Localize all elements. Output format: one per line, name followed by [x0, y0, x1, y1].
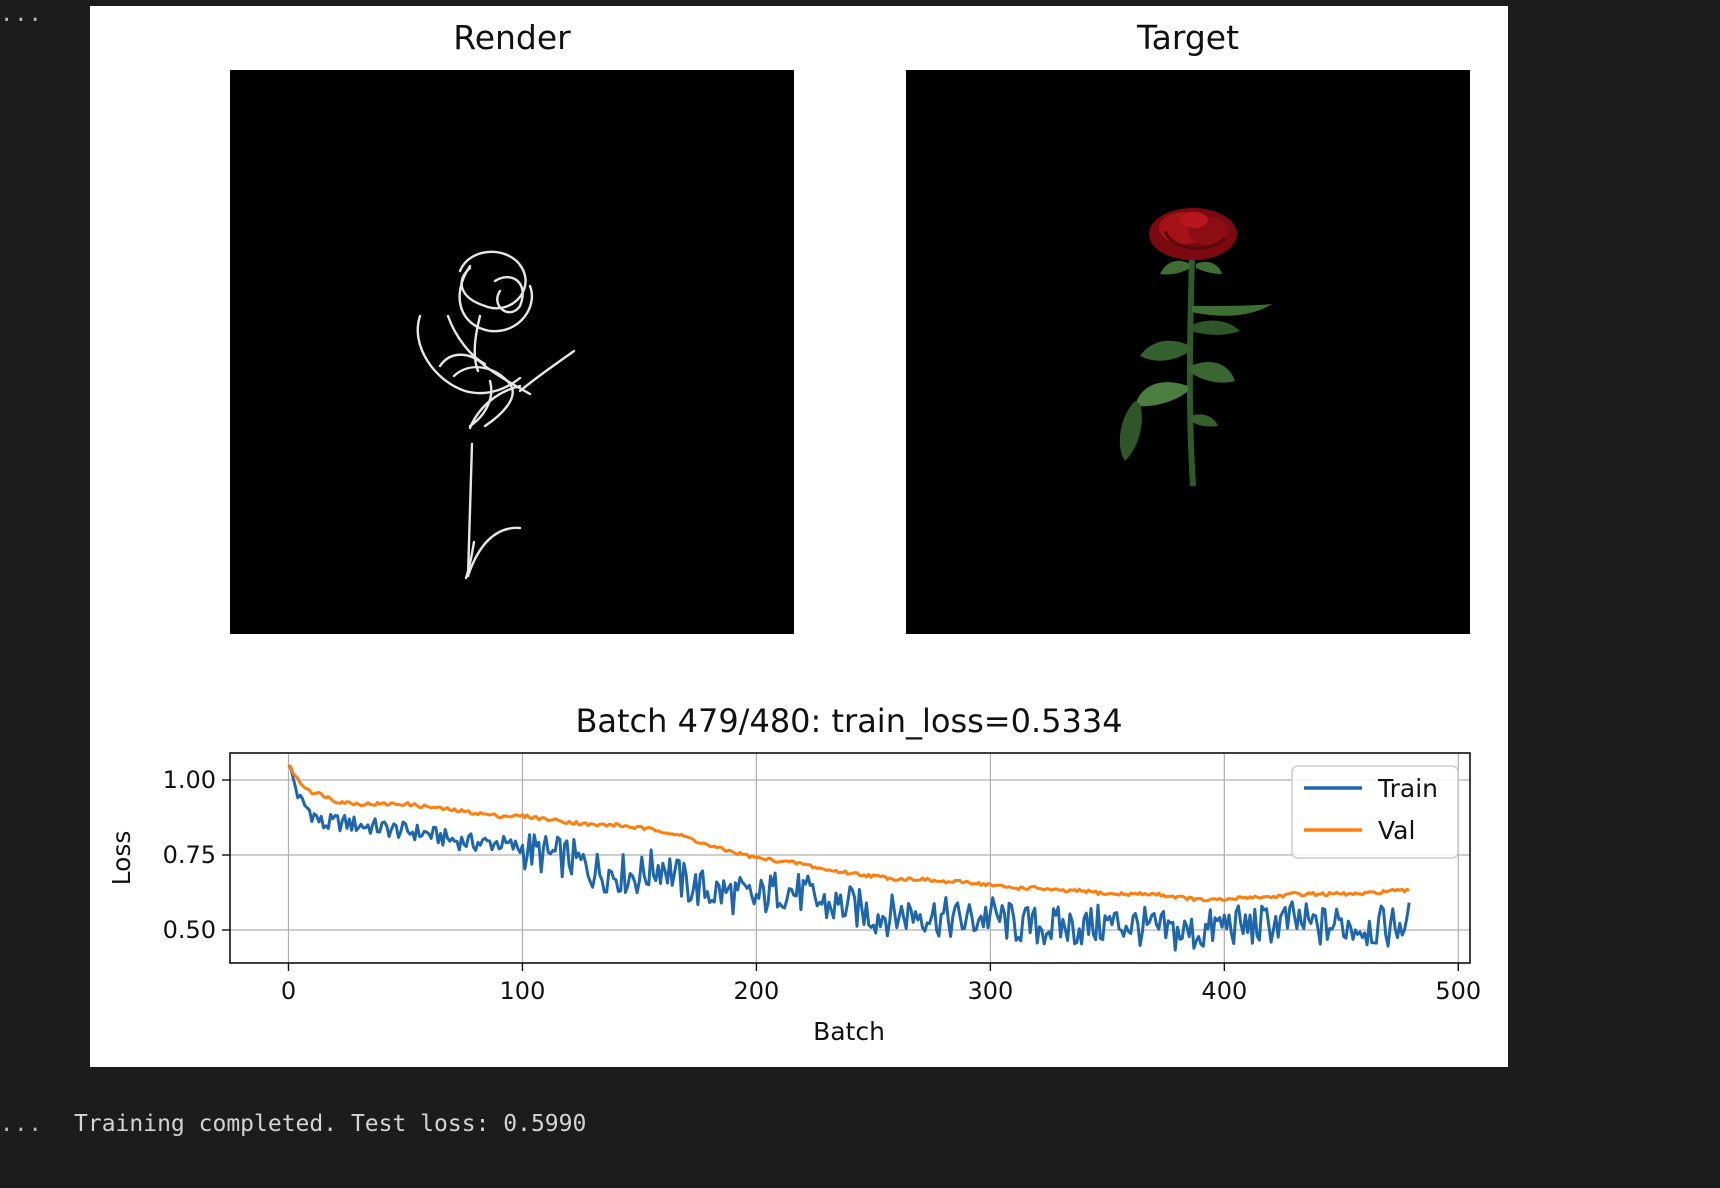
- render-image: [230, 70, 794, 634]
- rose-sketch-strokes: [416, 250, 576, 580]
- x-axis-label: Batch: [813, 1017, 885, 1046]
- y-tick-label: 0.75: [163, 841, 216, 869]
- y-axis-label: Loss: [107, 831, 136, 886]
- chart-axes-frame: [229, 752, 1471, 964]
- train-loss-line: [287, 764, 1411, 952]
- target-image: [906, 70, 1470, 634]
- legend-train-label: Train: [1377, 774, 1438, 803]
- output-collapse-marker[interactable]: ...: [0, 1112, 43, 1137]
- cell-output-collapse-marker[interactable]: ...: [0, 2, 43, 27]
- rose-photo: [1119, 208, 1272, 487]
- x-tick-label: 100: [500, 977, 546, 1005]
- y-tick-label: 1.00: [163, 766, 216, 794]
- render-panel-title: Render: [453, 18, 571, 57]
- y-tick-label: 0.50: [163, 916, 216, 944]
- chart-legend: Train Val: [1291, 765, 1459, 859]
- matplotlib-figure: Render Target: [90, 6, 1508, 1067]
- x-tick-label: 500: [1435, 977, 1481, 1005]
- cell-output-text: Training completed. Test loss: 0.5990: [74, 1111, 587, 1137]
- legend-val-label: Val: [1378, 816, 1415, 845]
- chart-title: Batch 479/480: train_loss=0.5334: [575, 702, 1122, 740]
- x-axis-ticks: 0 100 200 300 400 500: [281, 963, 1481, 1005]
- chart-series: [287, 763, 1411, 952]
- chart-grid: [230, 753, 1470, 963]
- x-tick-label: 0: [281, 977, 296, 1005]
- target-panel-title: Target: [1136, 18, 1239, 57]
- x-tick-label: 200: [734, 977, 780, 1005]
- val-loss-line: [287, 763, 1410, 903]
- y-axis-ticks: 0.50 0.75 1.00: [163, 766, 230, 944]
- x-tick-label: 300: [967, 977, 1013, 1005]
- x-tick-label: 400: [1201, 977, 1247, 1005]
